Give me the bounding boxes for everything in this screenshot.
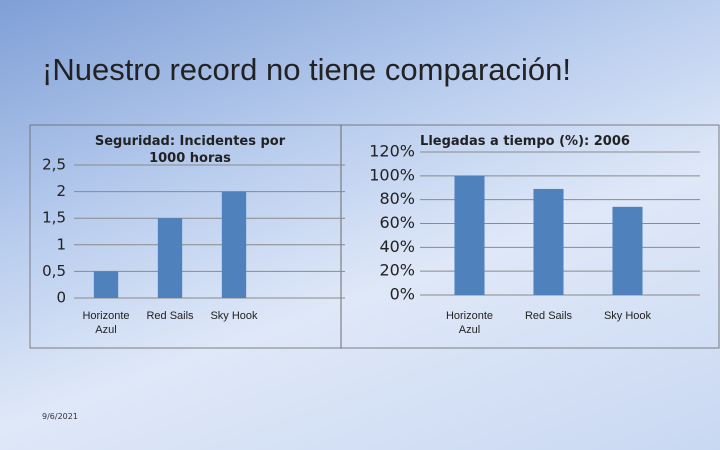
x-tick-label: Sky Hook: [603, 310, 652, 322]
bar: [454, 175, 485, 295]
chart-frame: [340, 124, 720, 349]
y-tick-label: 1,5: [42, 209, 66, 227]
x-tick-label: Horizonte Azul: [82, 310, 130, 336]
y-tick-label: 1: [56, 235, 66, 253]
x-tick-label: Horizonte Azul: [445, 310, 494, 336]
chart-title: Llegadas a tiempo (%): 2006: [420, 134, 630, 149]
y-tick-label: 80%: [379, 189, 415, 208]
chart-title: Seguridad: Incidentes por 1000 horas: [94, 134, 286, 166]
y-tick-label: 0: [56, 289, 66, 307]
x-tick-label: Red Sails: [146, 310, 194, 322]
bar: [533, 188, 564, 295]
slide-title: ¡Nuestro record no tiene comparación!: [42, 52, 571, 87]
bar: [93, 271, 119, 298]
y-tick-label: 100%: [369, 165, 415, 184]
y-tick-label: 40%: [379, 237, 415, 256]
y-tick-label: 0,5: [42, 262, 66, 280]
y-tick-label: 2: [56, 182, 66, 200]
bar: [157, 218, 183, 298]
x-tick-label: Red Sails: [524, 310, 573, 322]
bar: [221, 191, 247, 298]
bar: [612, 206, 643, 295]
y-tick-label: 0%: [390, 285, 415, 304]
x-tick-label: Sky Hook: [210, 310, 258, 322]
y-tick-label: 120%: [369, 142, 415, 161]
date: 9/6/2021: [42, 412, 78, 421]
y-tick-label: 2,5: [42, 156, 66, 174]
y-tick-label: 20%: [379, 261, 415, 280]
y-tick-label: 60%: [379, 213, 415, 232]
